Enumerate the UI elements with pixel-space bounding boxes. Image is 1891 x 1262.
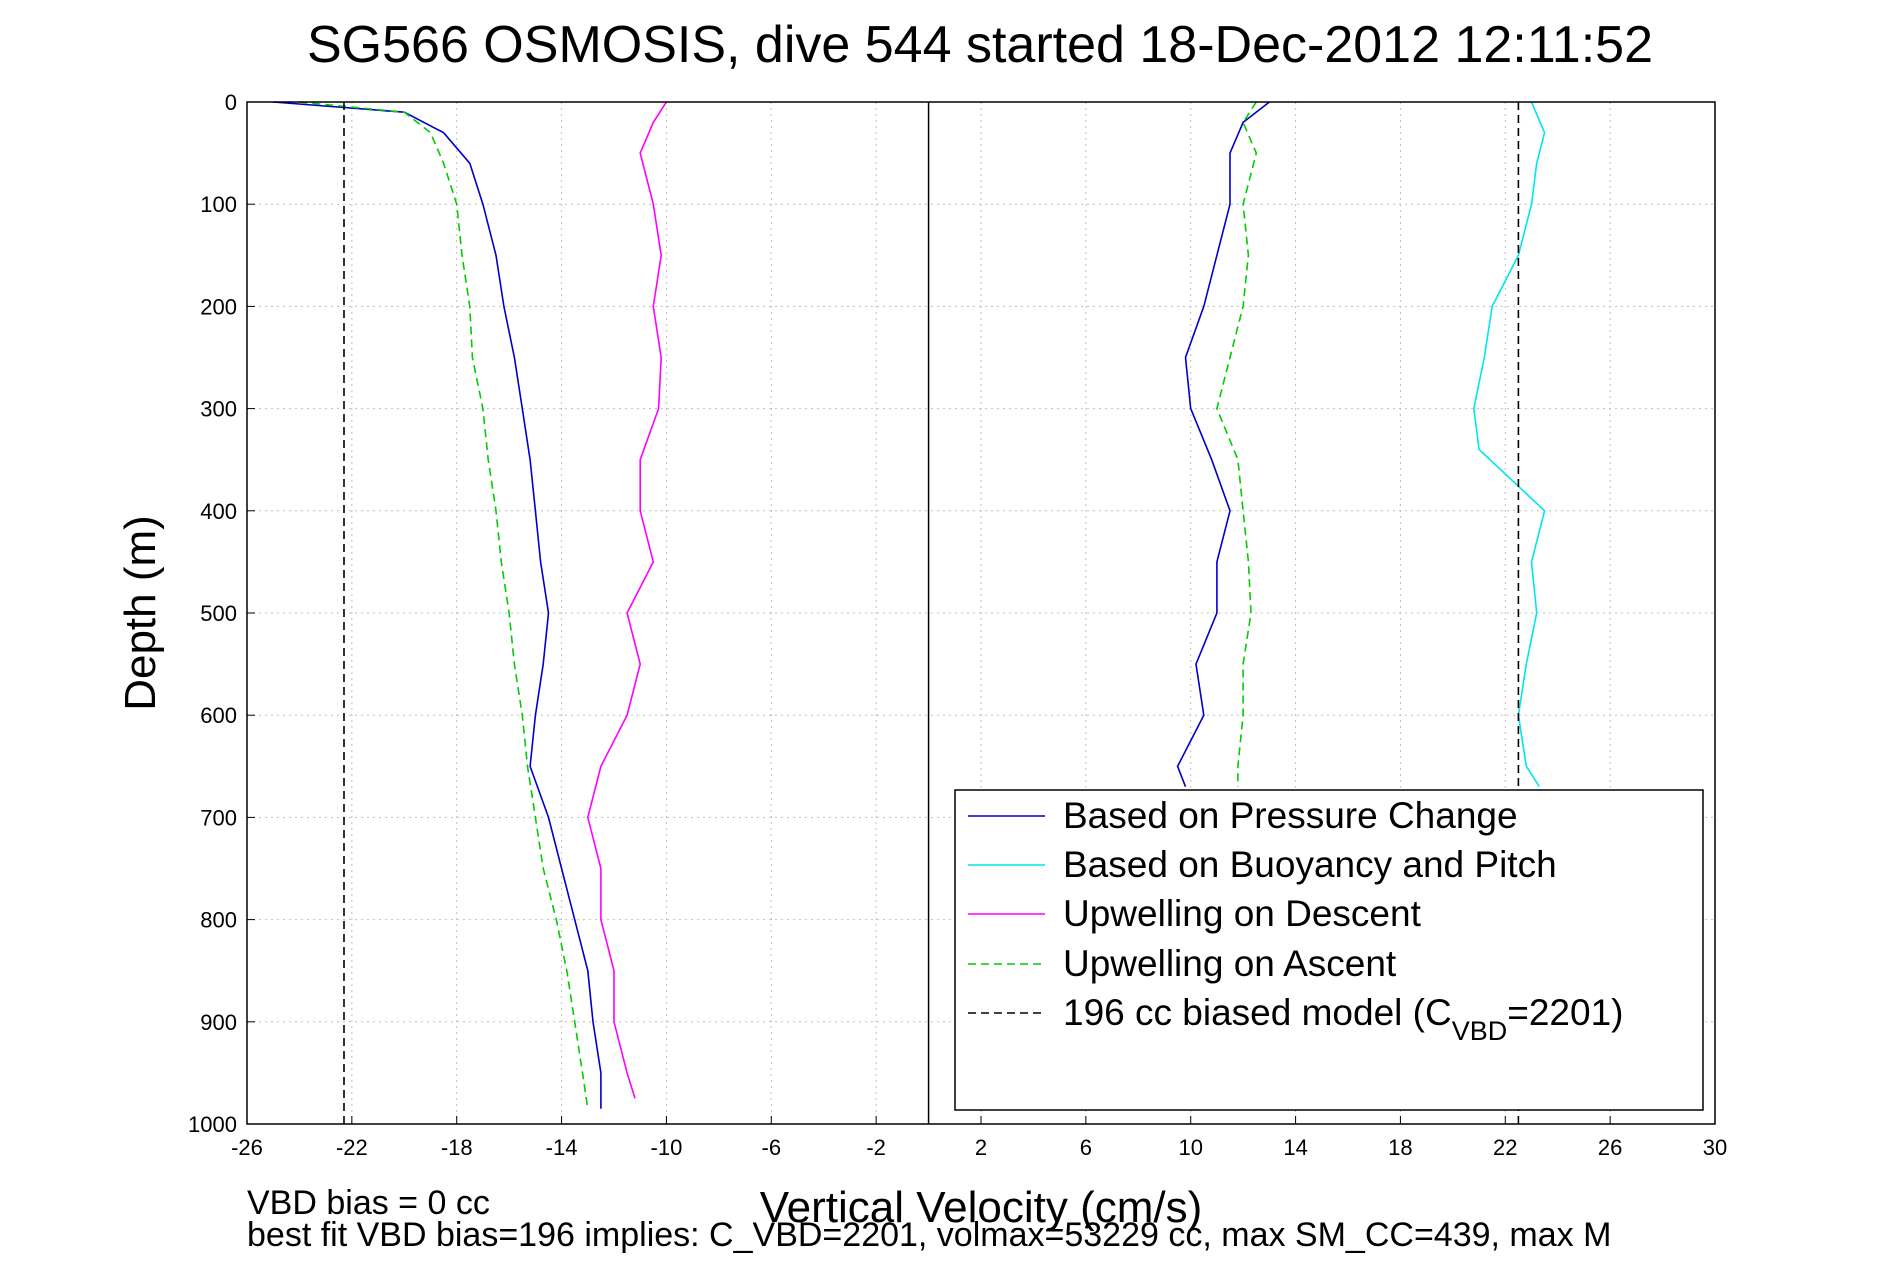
y-tick-label: 400 bbox=[200, 499, 237, 524]
x-tick-label: 2 bbox=[975, 1135, 987, 1160]
series-line-upwelling-on-descent bbox=[586, 101, 668, 1099]
x-tick-label: 18 bbox=[1388, 1135, 1412, 1160]
legend: Based on Pressure Change Based on Buoyanc… bbox=[954, 789, 1704, 1111]
y-tick-label: 100 bbox=[200, 192, 237, 217]
legend-label: Upwelling on Descent bbox=[1063, 893, 1422, 934]
series-line-based-on-buoyancy-and-pitch bbox=[1472, 101, 1546, 788]
x-ticks: -26 -22 -18 -14 -10 -6 -2 2 6 10 14 18 22 26 30 bbox=[231, 1116, 1727, 1160]
series-lines bbox=[273, 101, 1546, 1124]
x-tick-label: 22 bbox=[1493, 1135, 1517, 1160]
y-tick-label: 500 bbox=[200, 601, 237, 626]
legend-label-text: Upwelling on Descent bbox=[1063, 893, 1422, 934]
y-tick-label: 700 bbox=[200, 805, 237, 830]
legend-label: Based on Buoyancy and Pitch bbox=[1063, 844, 1557, 885]
x-tick-label: -18 bbox=[441, 1135, 473, 1160]
chart-title: SG566 OSMOSIS, dive 544 started 18-Dec-2… bbox=[307, 16, 1653, 74]
y-tick-label: 0 bbox=[225, 90, 237, 115]
best-fit-note: best fit VBD bias=196 implies: C_VBD=220… bbox=[247, 1216, 1611, 1254]
x-tick-label: 10 bbox=[1178, 1135, 1202, 1160]
y-tick-label: 900 bbox=[200, 1010, 237, 1035]
y-tick-label: 800 bbox=[200, 908, 237, 933]
x-tick-label: -10 bbox=[651, 1135, 683, 1160]
x-tick-label: -6 bbox=[762, 1135, 782, 1160]
x-tick-label: -2 bbox=[866, 1135, 886, 1160]
y-tick-label: 300 bbox=[200, 397, 237, 422]
legend-box bbox=[954, 789, 1704, 1111]
x-tick-label: 6 bbox=[1080, 1135, 1092, 1160]
y-axis-label: Depth (m) bbox=[116, 515, 165, 711]
y-ticks: 0 100 200 300 400 500 600 700 800 900 1000 bbox=[188, 90, 255, 1137]
x-tick-label: 14 bbox=[1283, 1135, 1307, 1160]
series-line-upwelling-on-ascent bbox=[299, 101, 589, 1109]
legend-label: 196 cc biased model (CVBD=2201) bbox=[1063, 992, 1623, 1046]
vbd-bias-note: VBD bias = 0 cc bbox=[247, 1184, 490, 1222]
y-tick-label: 1000 bbox=[188, 1112, 237, 1137]
x-tick-label: 26 bbox=[1598, 1135, 1622, 1160]
legend-label-tail: =2201) bbox=[1507, 992, 1623, 1033]
legend-label: Based on Pressure Change bbox=[1063, 795, 1518, 836]
series-line-upwelling-on-ascent bbox=[1216, 101, 1258, 787]
x-tick-label: -14 bbox=[546, 1135, 578, 1160]
legend-label-text: Based on Buoyancy and Pitch bbox=[1063, 844, 1557, 885]
y-tick-label: 200 bbox=[200, 294, 237, 319]
x-tick-label: -22 bbox=[336, 1135, 368, 1160]
x-axis-label: Vertical Velocity (cm/s) bbox=[760, 1183, 1203, 1232]
legend-label: Upwelling on Ascent bbox=[1063, 943, 1397, 984]
series-line-based-on-pressure-change bbox=[273, 101, 602, 1109]
legend-label-text: Upwelling on Ascent bbox=[1063, 943, 1397, 984]
legend-subscript: VBD bbox=[1452, 1016, 1508, 1046]
series-line-based-on-pressure-change bbox=[1176, 101, 1270, 787]
legend-label-text: Based on Pressure Change bbox=[1063, 795, 1518, 836]
legend-label-text: 196 cc biased model (C bbox=[1063, 992, 1452, 1033]
y-tick-label: 600 bbox=[200, 703, 237, 728]
x-tick-label: 30 bbox=[1703, 1135, 1727, 1160]
x-tick-label: -26 bbox=[231, 1135, 263, 1160]
